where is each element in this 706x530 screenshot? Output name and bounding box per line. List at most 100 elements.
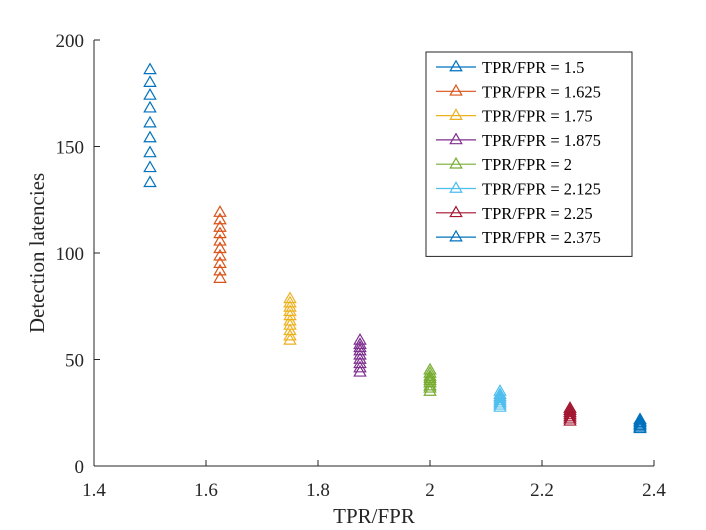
data-point	[633, 412, 647, 425]
data-point	[563, 411, 577, 424]
series-7	[563, 401, 577, 426]
data-point	[213, 212, 227, 225]
y-axis-title: Detection latencies	[25, 173, 49, 333]
data-point	[423, 362, 437, 375]
data-point	[423, 369, 437, 381]
data-point	[353, 343, 367, 356]
legend-label: TPR/FPR = 1.75	[482, 107, 593, 126]
legend-marker	[449, 83, 463, 96]
data-point	[563, 409, 577, 422]
legend-box	[425, 51, 633, 257]
x-tick-label: 1.6	[194, 480, 218, 501]
y-tick-label: 200	[56, 31, 85, 52]
data-point	[283, 291, 297, 304]
data-point	[143, 175, 157, 188]
data-point	[353, 347, 367, 360]
x-tick-label: 2	[425, 480, 435, 501]
data-point	[143, 75, 157, 87]
data-point	[353, 360, 367, 373]
data-point	[143, 62, 157, 75]
data-point	[493, 391, 507, 404]
series-8	[633, 412, 647, 434]
legend-entry: TPR/FPR = 1.625	[436, 82, 601, 101]
data-point	[633, 413, 647, 426]
legend-label: TPR/FPR = 1.5	[482, 58, 584, 77]
data-point	[283, 308, 297, 321]
legend-marker	[449, 229, 463, 242]
legend-entry: TPR/FPR = 1.75	[436, 107, 593, 126]
x-tick-label: 2.4	[642, 480, 666, 501]
data-point	[283, 295, 297, 308]
legend-marker	[449, 156, 463, 169]
data-point	[423, 365, 437, 378]
data-point	[213, 241, 227, 254]
y-tick-label: 50	[65, 351, 84, 372]
data-point	[563, 405, 577, 418]
data-point	[213, 220, 227, 232]
legend-entry: TPR/FPR = 1.5	[436, 58, 584, 77]
y-tick-label: 100	[56, 244, 85, 265]
legend-marker	[449, 205, 463, 218]
data-point	[353, 340, 367, 353]
data-point	[353, 364, 367, 377]
legend-entry: TPR/FPR = 2.25	[436, 204, 593, 223]
data-point	[213, 205, 227, 217]
data-point	[213, 263, 227, 276]
data-point	[283, 332, 297, 345]
legend-marker	[449, 108, 463, 120]
x-tick-label: 1.8	[306, 480, 330, 501]
data-point	[213, 248, 227, 261]
data-series	[143, 62, 647, 434]
legend-label: TPR/FPR = 2.25	[482, 204, 593, 223]
data-point	[493, 387, 507, 400]
data-point	[493, 400, 507, 412]
data-point	[563, 401, 577, 413]
data-point	[283, 304, 297, 316]
data-point	[143, 160, 157, 173]
legend-label: TPR/FPR = 2	[482, 155, 572, 174]
series-1	[143, 62, 157, 188]
data-point	[493, 384, 507, 396]
series-6	[493, 384, 507, 412]
data-point	[143, 88, 157, 100]
data-point	[633, 415, 647, 428]
legend-label: TPR/FPR = 2.125	[482, 180, 601, 199]
y-tick-label: 0	[75, 457, 85, 478]
x-tick-label: 1.4	[82, 480, 106, 501]
legend-label: TPR/FPR = 2.375	[482, 228, 601, 247]
data-point	[353, 332, 367, 345]
legend-entry: TPR/FPR = 2.375	[436, 228, 601, 247]
data-point	[213, 226, 227, 239]
legend-marker	[449, 59, 463, 72]
legend-entry: TPR/FPR = 1.875	[436, 131, 601, 150]
series-2	[213, 205, 227, 283]
data-point	[493, 397, 507, 410]
legend-entry: TPR/FPR = 2.125	[436, 180, 601, 199]
data-point	[353, 352, 367, 364]
y-tick-label: 150	[56, 138, 85, 159]
x-axis-title: TPR/FPR	[333, 504, 415, 528]
data-point	[423, 375, 437, 388]
legend-entry: TPR/FPR = 2	[436, 155, 572, 174]
data-point	[353, 356, 367, 369]
legend-marker	[449, 181, 463, 193]
data-point	[143, 115, 157, 128]
legend: TPR/FPR = 1.5 TPR/FPR = 1.625 TPR/FPR = 1.…	[425, 51, 633, 257]
data-point	[563, 413, 577, 426]
data-point	[143, 145, 157, 158]
data-point	[423, 373, 437, 386]
axes: 1.4 1.6 1.8 2 2.2 2.4 0 50 100 150 200	[56, 31, 667, 501]
data-point	[283, 318, 297, 330]
legend-label: TPR/FPR = 1.875	[482, 131, 601, 150]
data-point	[143, 130, 157, 143]
data-point	[493, 393, 507, 406]
data-point	[213, 256, 227, 269]
series-5	[423, 362, 437, 396]
legend-label: TPR/FPR = 1.625	[482, 82, 601, 101]
x-tick-label: 2.2	[530, 480, 554, 501]
data-point	[213, 271, 227, 283]
data-point	[143, 100, 157, 113]
data-point	[493, 395, 507, 408]
series-4	[353, 332, 367, 377]
